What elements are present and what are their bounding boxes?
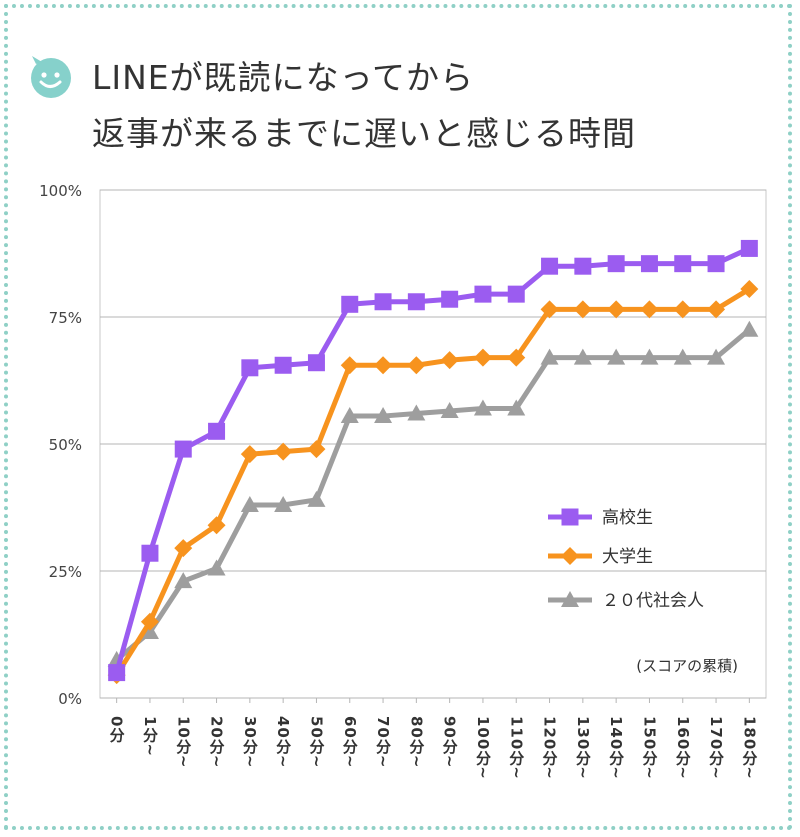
x-tick-label: 80分~ <box>407 716 425 768</box>
data-point <box>307 354 325 372</box>
data-point <box>207 559 226 576</box>
data-point <box>473 399 492 416</box>
x-tick-label: 130分~ <box>574 716 592 780</box>
data-point <box>208 422 226 440</box>
data-point <box>640 255 658 273</box>
x-tick-label: 10分~ <box>174 716 192 768</box>
data-point <box>707 255 725 273</box>
legend-label: ２０代社会人 <box>602 591 704 611</box>
chart-title: LINEが既読になってから 返事が来るまでに遅いと感じる時間 <box>92 50 772 162</box>
y-tick-label: 25% <box>49 563 82 581</box>
x-tick-label: 60分~ <box>341 716 359 768</box>
x-tick-label: 150分~ <box>640 716 658 780</box>
data-point <box>507 399 526 416</box>
data-point <box>607 300 626 319</box>
data-point <box>141 544 159 562</box>
title-line-1: LINEが既読になってから <box>92 58 475 97</box>
data-point <box>707 300 726 319</box>
x-tick-label: 160分~ <box>674 716 692 780</box>
legend-marker <box>561 508 579 526</box>
data-point <box>473 348 492 367</box>
data-point <box>340 356 359 375</box>
data-point <box>540 348 559 365</box>
data-point <box>607 348 626 365</box>
data-point <box>573 300 592 319</box>
data-point <box>274 495 293 512</box>
data-point <box>240 495 259 512</box>
x-tick-label: 90分~ <box>441 716 459 768</box>
data-point <box>241 359 259 377</box>
data-point <box>374 407 393 424</box>
data-point <box>340 407 359 424</box>
data-point <box>507 285 525 303</box>
x-tick-label: 170分~ <box>707 716 725 780</box>
data-point <box>740 320 759 337</box>
data-point <box>640 348 659 365</box>
data-point <box>440 401 459 418</box>
data-point <box>207 516 226 535</box>
x-tick-label: 30分~ <box>241 716 259 768</box>
legend-marker <box>561 547 579 565</box>
x-tick-label: 50分~ <box>307 716 325 768</box>
legend-label: 高校生 <box>602 508 653 528</box>
data-point <box>673 348 692 365</box>
data-point <box>707 348 726 365</box>
title-line-2: 返事が来るまでに遅いと感じる時間 <box>92 114 636 153</box>
x-tick-label: 1分~ <box>141 716 159 757</box>
x-tick-label: 70分~ <box>374 716 392 768</box>
data-point <box>674 255 692 273</box>
data-point <box>374 293 392 311</box>
data-point <box>374 356 393 375</box>
x-tick-label: 0分 <box>108 716 126 744</box>
y-tick-label: 0% <box>58 690 82 708</box>
data-point <box>673 300 692 319</box>
series-line-2 <box>115 327 751 662</box>
data-point <box>440 351 459 370</box>
smiley-bubble-icon <box>31 56 71 98</box>
data-point <box>541 257 559 275</box>
data-point <box>640 300 659 319</box>
x-tick-label: 120分~ <box>541 716 559 780</box>
x-tick-label: 100分~ <box>474 716 492 780</box>
data-point <box>307 490 326 507</box>
data-point <box>407 293 425 311</box>
x-tick-label: 110分~ <box>507 716 525 780</box>
data-point <box>174 539 193 558</box>
data-point <box>407 404 426 421</box>
data-point <box>607 255 625 273</box>
data-point <box>240 445 259 464</box>
data-point <box>307 440 326 459</box>
data-point <box>174 572 193 589</box>
data-point <box>140 612 159 631</box>
x-tick-label: 180分~ <box>740 716 758 780</box>
data-point <box>740 239 758 257</box>
x-tick-label: 40分~ <box>274 716 292 768</box>
data-point <box>274 442 293 461</box>
data-point <box>407 356 426 375</box>
data-point <box>108 664 126 682</box>
y-tick-label: 100% <box>39 182 82 200</box>
y-tick-label: 50% <box>49 436 82 454</box>
y-tick-label: 75% <box>49 309 82 327</box>
x-tick-label: 140分~ <box>607 716 625 780</box>
data-point <box>507 348 526 367</box>
data-point <box>474 285 492 303</box>
annotation: (スコアの累積) <box>636 657 738 675</box>
dotted-frame <box>4 4 792 830</box>
series-line-1 <box>114 286 751 677</box>
legend-marker <box>561 591 579 607</box>
x-tick-label: 20分~ <box>208 716 226 768</box>
data-point <box>540 300 559 319</box>
data-point <box>573 348 592 365</box>
data-point <box>341 295 359 313</box>
data-point <box>174 440 192 458</box>
data-point <box>274 356 292 374</box>
data-point <box>140 622 159 639</box>
legend-label: 大学生 <box>602 547 653 567</box>
data-point <box>574 257 592 275</box>
data-point <box>441 290 459 308</box>
data-point <box>740 280 759 299</box>
